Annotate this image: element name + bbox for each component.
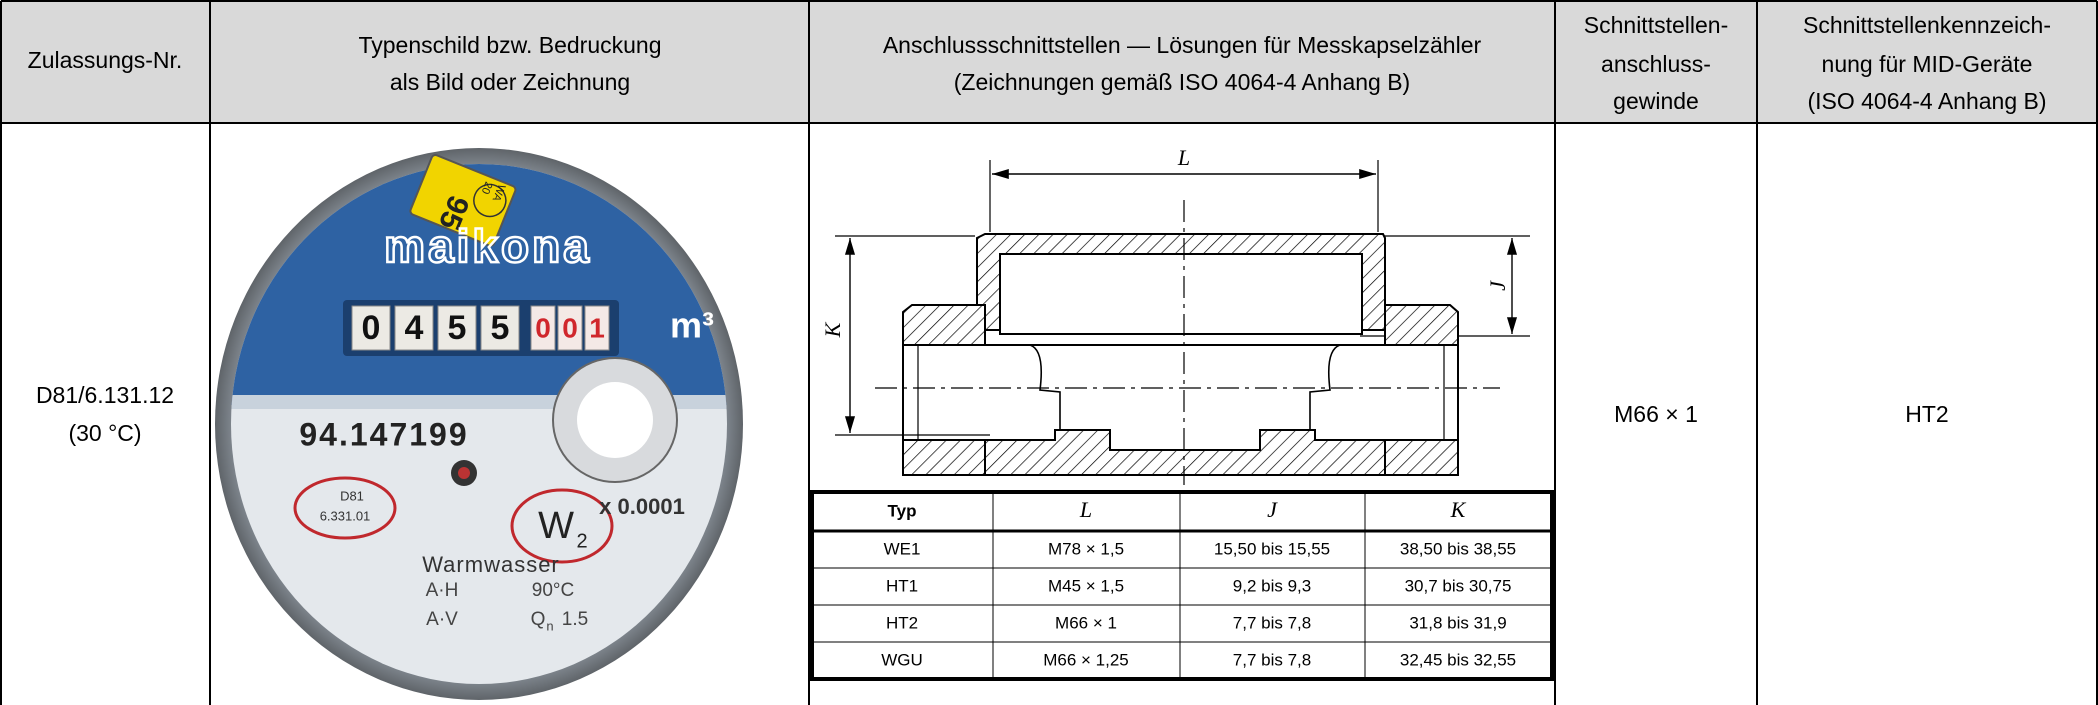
dimension-table-cell: HT2 bbox=[886, 613, 918, 632]
counter-digit-red: 0 bbox=[535, 312, 551, 343]
header-text: als Bild oder Zeichnung bbox=[390, 69, 630, 95]
dimension-label: J bbox=[1485, 280, 1510, 291]
dimension-table-cell: HT1 bbox=[886, 576, 918, 595]
sticker-mark: 20 bbox=[479, 180, 495, 196]
counter-digit: 4 bbox=[405, 309, 424, 347]
approval-temperature: (30 °C) bbox=[68, 420, 141, 446]
counter-digit: 5 bbox=[491, 309, 510, 347]
spec-index: n bbox=[546, 618, 553, 633]
header-bg bbox=[0, 0, 2098, 123]
dimension-table-cell: 38,50 bis 38,55 bbox=[1400, 539, 1516, 558]
counter-digit: 5 bbox=[448, 309, 467, 347]
interface-drawing bbox=[835, 160, 1530, 485]
class-mark-index: 2 bbox=[576, 530, 587, 552]
dimension-table-header: L bbox=[1079, 497, 1092, 522]
dimension-label: L bbox=[1177, 145, 1190, 170]
resolution: x 0.0001 bbox=[599, 494, 685, 519]
header-text: Schnittstellen- bbox=[1584, 12, 1728, 38]
dimension-table-header: J bbox=[1267, 497, 1278, 522]
counter-digit-red: 1 bbox=[589, 312, 605, 343]
dimension-table-cell: 30,7 bis 30,75 bbox=[1405, 576, 1512, 595]
dimension-label: K bbox=[820, 321, 845, 338]
dimension-table-frame bbox=[810, 490, 1554, 681]
dimension-table-header: Typ bbox=[888, 501, 917, 520]
approval-number: D81/6.131.12 bbox=[36, 382, 174, 408]
dimension-table-cell: M78 × 1,5 bbox=[1048, 539, 1124, 558]
brand: maikona bbox=[384, 220, 592, 272]
spec: A·V bbox=[426, 609, 458, 630]
approval-mark: D81 bbox=[340, 488, 364, 503]
header-text: (ISO 4064-4 Anhang B) bbox=[1807, 88, 2046, 114]
dimension-table-header: K bbox=[1450, 497, 1467, 522]
header-text: Zulassungs-Nr. bbox=[28, 47, 183, 73]
header-text: Typenschild bzw. Bedruckung bbox=[358, 32, 661, 58]
dimension-table-cell: 9,2 bis 9,3 bbox=[1233, 576, 1311, 595]
spec: 1.5 bbox=[562, 609, 588, 630]
unit: m³ bbox=[670, 305, 714, 346]
dimension-table-cell: M66 × 1,25 bbox=[1043, 650, 1129, 669]
dimension-table-cell: M66 × 1 bbox=[1055, 613, 1117, 632]
header-text: nung für MID-Geräte bbox=[1822, 51, 2033, 77]
thread: M66 × 1 bbox=[1614, 401, 1698, 427]
dimension-table-cell: 15,50 bis 15,55 bbox=[1214, 539, 1330, 558]
serial: 94.147199 bbox=[299, 416, 468, 452]
header-text: anschluss- bbox=[1601, 51, 1711, 77]
counter-digit-red: 0 bbox=[562, 312, 578, 343]
dimension-table-cell: 32,45 bis 32,55 bbox=[1400, 650, 1516, 669]
header-text: (Zeichnungen gemäß ISO 4064-4 Anhang B) bbox=[954, 69, 1410, 95]
spec: A·H bbox=[426, 580, 459, 601]
class-mark: W bbox=[538, 505, 574, 547]
spec: Q bbox=[531, 609, 546, 630]
header-text: Anschlussschnittstellen — Lösungen für M… bbox=[883, 32, 1482, 58]
dimension-table-cell: 7,7 bis 7,8 bbox=[1233, 650, 1311, 669]
dimension-table-cell: 31,8 bis 31,9 bbox=[1409, 613, 1506, 632]
header-text: Schnittstellenkennzeich- bbox=[1803, 12, 2051, 38]
medium: Warmwasser bbox=[422, 552, 560, 577]
dimension-table-cell: WGU bbox=[881, 650, 923, 669]
dimension-table-cell: M45 × 1,5 bbox=[1048, 576, 1124, 595]
spec: 90°C bbox=[532, 580, 574, 601]
mid-marking: HT2 bbox=[1905, 401, 1948, 427]
header-text: gewinde bbox=[1613, 88, 1699, 114]
approval-mark: 6.331.01 bbox=[320, 508, 371, 523]
counter-digit: 0 bbox=[362, 309, 381, 347]
dimension-table-cell: WE1 bbox=[884, 539, 921, 558]
dimension-table-cell: 7,7 bis 7,8 bbox=[1233, 613, 1311, 632]
